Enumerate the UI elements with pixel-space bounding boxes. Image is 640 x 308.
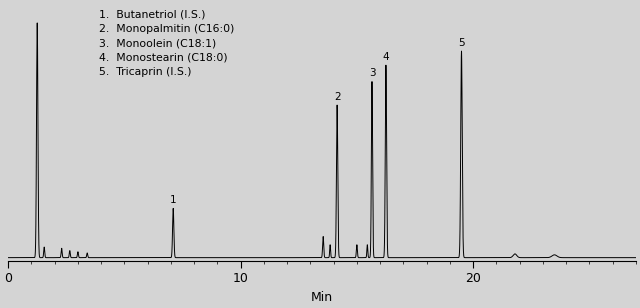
Text: 3: 3 (369, 68, 375, 78)
Text: 1: 1 (170, 195, 177, 205)
Text: 5: 5 (458, 38, 465, 48)
Text: 4: 4 (383, 52, 389, 62)
X-axis label: Min: Min (311, 291, 333, 304)
Text: 1.  Butanetriol (I.S.)
2.  Monopalmitin (C16:0)
3.  Monoolein (C18:1)
4.  Monost: 1. Butanetriol (I.S.) 2. Monopalmitin (C… (99, 9, 234, 77)
Text: 2: 2 (334, 91, 340, 102)
